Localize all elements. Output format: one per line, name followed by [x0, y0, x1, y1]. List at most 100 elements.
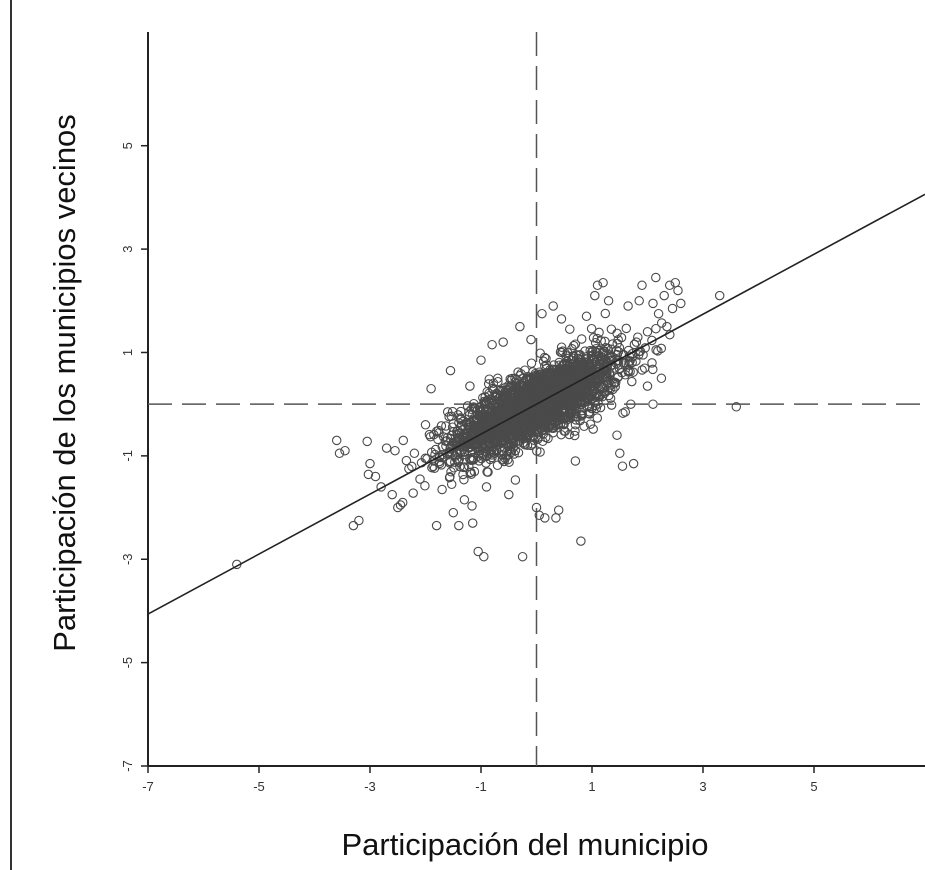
data-point: [429, 463, 440, 474]
data-point: [626, 399, 636, 409]
x-tick-label: -3: [364, 779, 376, 794]
x-tick-label: 5: [810, 779, 817, 794]
data-point: [512, 383, 522, 393]
data-point: [605, 393, 616, 404]
data-point: [508, 438, 518, 449]
data-point: [489, 435, 499, 446]
y-tick-label: 3: [120, 245, 135, 252]
data-point: [617, 461, 628, 471]
data-point: [509, 449, 519, 459]
data-point: [425, 431, 436, 442]
data-point: [639, 363, 650, 373]
data-point: [570, 456, 581, 466]
data-point: [493, 376, 503, 387]
data-point: [451, 454, 462, 464]
y-axis-title: Participación de los municipios vecinos: [47, 114, 82, 652]
data-point: [437, 484, 447, 495]
data-point: [554, 357, 564, 368]
data-point: [570, 339, 581, 349]
data-point: [517, 551, 528, 562]
data-point: [615, 448, 625, 459]
data-point: [612, 430, 622, 440]
data-point: [397, 497, 408, 508]
data-point: [594, 383, 604, 394]
data-point: [583, 408, 594, 419]
data-point: [532, 410, 542, 421]
data-point: [590, 361, 601, 372]
data-point: [505, 374, 515, 384]
data-point: [597, 348, 608, 358]
data-point: [420, 481, 430, 491]
data-point: [556, 314, 567, 324]
data-point: [415, 474, 425, 484]
data-point: [504, 457, 514, 467]
data-point: [436, 421, 447, 431]
data-point: [566, 369, 577, 379]
data-point: [467, 518, 478, 528]
data-point: [592, 413, 603, 423]
data-point: [465, 381, 475, 391]
data-point: [480, 416, 490, 427]
data-point: [467, 501, 477, 511]
data-point: [620, 357, 630, 368]
data-point: [651, 345, 661, 355]
data-point: [504, 489, 514, 500]
data-point: [493, 393, 504, 404]
data-point: [618, 408, 628, 418]
data-point: [628, 458, 639, 469]
data-point: [623, 301, 633, 311]
data-point: [469, 466, 480, 477]
data-point: [498, 337, 508, 347]
data-point: [408, 488, 418, 498]
data-point: [614, 355, 624, 366]
regression-line: [147, 193, 925, 615]
data-point: [370, 471, 381, 482]
data-point: [623, 367, 634, 377]
data-point: [448, 507, 459, 518]
data-point: [731, 402, 742, 412]
data-point: [390, 445, 400, 456]
data-point: [567, 405, 578, 415]
data-point: [549, 418, 560, 429]
data-point: [603, 296, 614, 306]
data-point: [579, 421, 589, 432]
data-point: [585, 381, 595, 391]
data-point: [456, 446, 467, 457]
data-point: [532, 428, 543, 438]
x-tick-label: 1: [588, 779, 595, 794]
data-point: [637, 365, 647, 375]
data-point: [511, 417, 522, 428]
data-point: [481, 441, 492, 451]
data-point: [485, 407, 495, 418]
data-point: [440, 436, 451, 446]
data-point: [445, 365, 456, 376]
data-point: [518, 437, 528, 448]
data-point: [471, 424, 482, 435]
data-point: [363, 469, 374, 480]
data-point: [562, 397, 573, 407]
data-point: [426, 383, 436, 394]
data-point: [447, 406, 458, 417]
data-point: [614, 342, 625, 353]
data-point: [522, 375, 533, 385]
data-point: [592, 347, 602, 358]
data-point: [648, 364, 658, 375]
data-point: [546, 409, 557, 420]
data-point: [376, 482, 386, 492]
y-tick-label: -1: [120, 450, 135, 462]
data-point: [452, 426, 462, 437]
data-point: [393, 502, 403, 513]
data-point: [634, 296, 644, 306]
data-point: [442, 407, 453, 417]
data-point: [621, 323, 632, 334]
data-point: [590, 290, 600, 301]
data-point: [480, 398, 491, 408]
data-point: [538, 356, 549, 367]
data-point: [606, 351, 616, 361]
data-point: [490, 391, 501, 401]
data-point: [587, 394, 598, 404]
data-point: [592, 280, 603, 291]
data-point: [446, 479, 457, 490]
data-point: [446, 467, 456, 477]
